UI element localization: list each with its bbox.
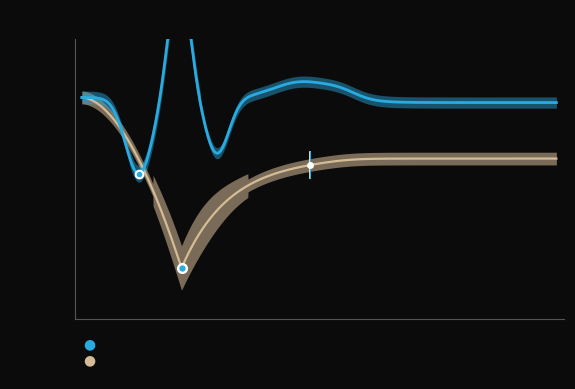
- Text: ●: ●: [83, 353, 95, 367]
- Text: ●: ●: [83, 337, 95, 351]
